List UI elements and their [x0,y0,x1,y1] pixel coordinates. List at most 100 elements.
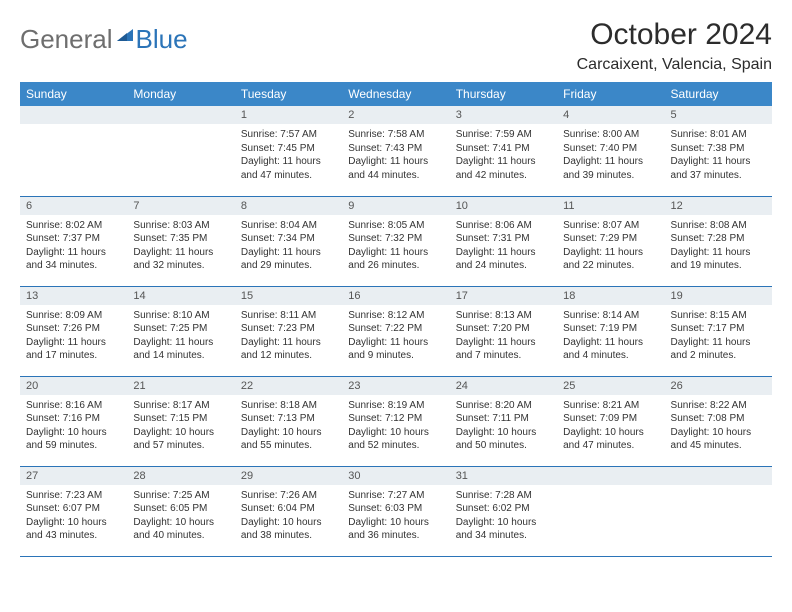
day-number-bar: 8 [235,197,342,215]
brand-logo: General Blue [20,18,188,55]
day-content: Sunrise: 8:07 AMSunset: 7:29 PMDaylight:… [557,215,664,277]
day-content: Sunrise: 8:03 AMSunset: 7:35 PMDaylight:… [127,215,234,277]
day-number-bar: 18 [557,287,664,305]
calendar-cell: 22Sunrise: 8:18 AMSunset: 7:13 PMDayligh… [235,376,342,466]
day-number-bar [665,467,772,485]
day-content: Sunrise: 7:58 AMSunset: 7:43 PMDaylight:… [342,124,449,186]
day-number-bar: 4 [557,106,664,124]
day-content: Sunrise: 8:02 AMSunset: 7:37 PMDaylight:… [20,215,127,277]
day-number-bar: 1 [235,106,342,124]
day-number-bar: 2 [342,106,449,124]
calendar-week-row: 13Sunrise: 8:09 AMSunset: 7:26 PMDayligh… [20,286,772,376]
day-content: Sunrise: 8:22 AMSunset: 7:08 PMDaylight:… [665,395,772,457]
day-content: Sunrise: 8:13 AMSunset: 7:20 PMDaylight:… [450,305,557,367]
day-number-bar [20,106,127,124]
day-content: Sunrise: 7:23 AMSunset: 6:07 PMDaylight:… [20,485,127,547]
calendar-cell: 13Sunrise: 8:09 AMSunset: 7:26 PMDayligh… [20,286,127,376]
calendar-cell: 16Sunrise: 8:12 AMSunset: 7:22 PMDayligh… [342,286,449,376]
day-number-bar: 21 [127,377,234,395]
day-number-bar: 27 [20,467,127,485]
calendar-cell: 11Sunrise: 8:07 AMSunset: 7:29 PMDayligh… [557,196,664,286]
day-content: Sunrise: 8:14 AMSunset: 7:19 PMDaylight:… [557,305,664,367]
day-number-bar: 23 [342,377,449,395]
calendar-page: General Blue October 2024 Carcaixent, Va… [0,0,792,575]
calendar-cell: 6Sunrise: 8:02 AMSunset: 7:37 PMDaylight… [20,196,127,286]
day-content: Sunrise: 8:12 AMSunset: 7:22 PMDaylight:… [342,305,449,367]
calendar-cell [20,106,127,196]
calendar-cell: 5Sunrise: 8:01 AMSunset: 7:38 PMDaylight… [665,106,772,196]
day-number-bar: 25 [557,377,664,395]
day-number-bar: 15 [235,287,342,305]
calendar-cell: 1Sunrise: 7:57 AMSunset: 7:45 PMDaylight… [235,106,342,196]
day-content: Sunrise: 8:00 AMSunset: 7:40 PMDaylight:… [557,124,664,186]
calendar-cell: 31Sunrise: 7:28 AMSunset: 6:02 PMDayligh… [450,466,557,556]
day-content: Sunrise: 8:11 AMSunset: 7:23 PMDaylight:… [235,305,342,367]
day-number-bar: 24 [450,377,557,395]
calendar-cell: 20Sunrise: 8:16 AMSunset: 7:16 PMDayligh… [20,376,127,466]
calendar-cell: 28Sunrise: 7:25 AMSunset: 6:05 PMDayligh… [127,466,234,556]
day-number-bar: 22 [235,377,342,395]
calendar-cell: 26Sunrise: 8:22 AMSunset: 7:08 PMDayligh… [665,376,772,466]
day-content: Sunrise: 8:16 AMSunset: 7:16 PMDaylight:… [20,395,127,457]
triangle-icon [117,27,135,45]
calendar-cell: 29Sunrise: 7:26 AMSunset: 6:04 PMDayligh… [235,466,342,556]
calendar-cell: 3Sunrise: 7:59 AMSunset: 7:41 PMDaylight… [450,106,557,196]
day-content: Sunrise: 8:09 AMSunset: 7:26 PMDaylight:… [20,305,127,367]
calendar-week-row: 1Sunrise: 7:57 AMSunset: 7:45 PMDaylight… [20,106,772,196]
day-content: Sunrise: 7:27 AMSunset: 6:03 PMDaylight:… [342,485,449,547]
calendar-cell: 4Sunrise: 8:00 AMSunset: 7:40 PMDaylight… [557,106,664,196]
day-content: Sunrise: 8:08 AMSunset: 7:28 PMDaylight:… [665,215,772,277]
calendar-cell: 2Sunrise: 7:58 AMSunset: 7:43 PMDaylight… [342,106,449,196]
day-number-bar: 11 [557,197,664,215]
day-number-bar: 6 [20,197,127,215]
day-content: Sunrise: 8:18 AMSunset: 7:13 PMDaylight:… [235,395,342,457]
day-number-bar [557,467,664,485]
day-number-bar: 14 [127,287,234,305]
calendar-cell: 23Sunrise: 8:19 AMSunset: 7:12 PMDayligh… [342,376,449,466]
calendar-cell: 25Sunrise: 8:21 AMSunset: 7:09 PMDayligh… [557,376,664,466]
location-text: Carcaixent, Valencia, Spain [577,56,772,74]
day-number-bar: 7 [127,197,234,215]
day-number-bar: 3 [450,106,557,124]
day-number-bar: 5 [665,106,772,124]
weekday-header: Monday [127,82,234,106]
day-number-bar: 29 [235,467,342,485]
calendar-body: 1Sunrise: 7:57 AMSunset: 7:45 PMDaylight… [20,106,772,556]
day-number-bar: 16 [342,287,449,305]
day-content: Sunrise: 8:20 AMSunset: 7:11 PMDaylight:… [450,395,557,457]
day-number-bar [127,106,234,124]
day-number-bar: 26 [665,377,772,395]
calendar-cell: 27Sunrise: 7:23 AMSunset: 6:07 PMDayligh… [20,466,127,556]
calendar-cell: 14Sunrise: 8:10 AMSunset: 7:25 PMDayligh… [127,286,234,376]
weekday-header: Tuesday [235,82,342,106]
weekday-header-row: SundayMondayTuesdayWednesdayThursdayFrid… [20,82,772,106]
day-content: Sunrise: 7:28 AMSunset: 6:02 PMDaylight:… [450,485,557,547]
month-title: October 2024 [577,18,772,52]
calendar-cell: 30Sunrise: 7:27 AMSunset: 6:03 PMDayligh… [342,466,449,556]
weekday-header: Saturday [665,82,772,106]
day-content: Sunrise: 8:21 AMSunset: 7:09 PMDaylight:… [557,395,664,457]
calendar-cell: 12Sunrise: 8:08 AMSunset: 7:28 PMDayligh… [665,196,772,286]
calendar-cell: 15Sunrise: 8:11 AMSunset: 7:23 PMDayligh… [235,286,342,376]
calendar-cell: 24Sunrise: 8:20 AMSunset: 7:11 PMDayligh… [450,376,557,466]
day-content: Sunrise: 8:05 AMSunset: 7:32 PMDaylight:… [342,215,449,277]
day-number-bar: 13 [20,287,127,305]
calendar-cell: 10Sunrise: 8:06 AMSunset: 7:31 PMDayligh… [450,196,557,286]
calendar-cell: 7Sunrise: 8:03 AMSunset: 7:35 PMDaylight… [127,196,234,286]
day-number-bar: 20 [20,377,127,395]
day-number-bar: 31 [450,467,557,485]
day-content: Sunrise: 7:26 AMSunset: 6:04 PMDaylight:… [235,485,342,547]
day-number-bar: 9 [342,197,449,215]
calendar-week-row: 20Sunrise: 8:16 AMSunset: 7:16 PMDayligh… [20,376,772,466]
day-content: Sunrise: 8:19 AMSunset: 7:12 PMDaylight:… [342,395,449,457]
calendar-cell: 17Sunrise: 8:13 AMSunset: 7:20 PMDayligh… [450,286,557,376]
header-row: General Blue October 2024 Carcaixent, Va… [20,18,772,74]
day-content: Sunrise: 8:17 AMSunset: 7:15 PMDaylight:… [127,395,234,457]
day-content: Sunrise: 7:25 AMSunset: 6:05 PMDaylight:… [127,485,234,547]
calendar-cell [127,106,234,196]
day-content: Sunrise: 8:15 AMSunset: 7:17 PMDaylight:… [665,305,772,367]
calendar-cell [557,466,664,556]
day-content: Sunrise: 7:59 AMSunset: 7:41 PMDaylight:… [450,124,557,186]
day-content: Sunrise: 8:01 AMSunset: 7:38 PMDaylight:… [665,124,772,186]
calendar-cell: 18Sunrise: 8:14 AMSunset: 7:19 PMDayligh… [557,286,664,376]
